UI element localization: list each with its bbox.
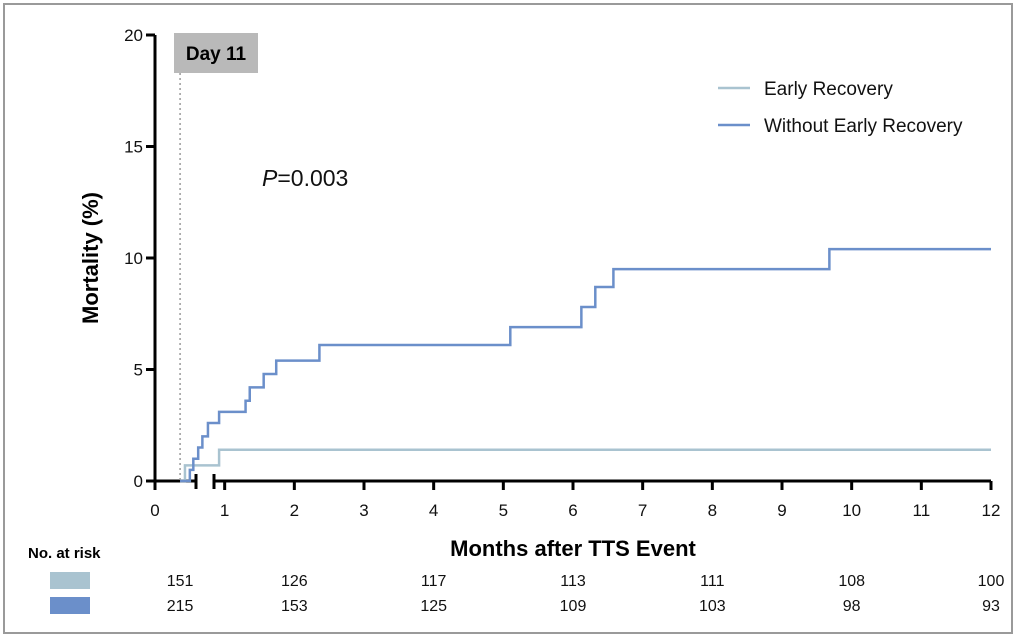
chart-frame [3,3,1013,634]
at-risk-value: 93 [982,598,1000,615]
x-tick-label: 8 [708,501,717,520]
x-ticks: 0 1 2 3 4 5 6 7 8 9 10 11 12 [150,481,1000,520]
at-risk-value: 108 [838,573,865,590]
at-risk-value: 98 [843,598,861,615]
y-ticks: 0 5 10 15 20 [124,26,155,491]
at-risk-title: No. at risk [28,545,101,562]
at-risk-table: 151 126 117 113 111 108 100 215 153 125 109 103 98 93 [50,572,1004,615]
y-tick-label: 5 [134,361,143,380]
legend-label-without-early-recovery: Without Early Recovery [764,116,963,137]
x-tick-label: 10 [842,501,861,520]
p-italic: P [262,165,278,191]
at-risk-value: 153 [281,598,308,615]
x-axis-title: Months after TTS Event [450,536,696,561]
x-tick-label: 3 [359,501,368,520]
y-tick-label: 10 [124,249,143,268]
x-tick-label: 7 [638,501,647,520]
at-risk-value: 125 [420,598,447,615]
y-axis-title: Mortality (%) [78,192,103,324]
at-risk-value: 151 [167,573,194,590]
at-risk-value: 100 [978,573,1005,590]
at-risk-value: 117 [421,573,447,590]
at-risk-value: 103 [699,598,726,615]
legend: Early Recovery Without Early Recovery [718,79,963,137]
x-tick-label: 2 [290,501,299,520]
series-line-without-early-recovery [180,247,991,483]
at-risk-value: 113 [560,573,586,590]
at-risk-value: 109 [560,598,587,615]
series-line-early-recovery [180,448,991,483]
at-risk-value: 126 [281,573,308,590]
y-tick-label: 15 [124,138,143,157]
x-tick-label: 11 [913,501,931,520]
y-tick-label: 0 [134,472,143,491]
at-risk-swatch [50,597,90,614]
at-risk-value: 111 [700,573,724,590]
x-tick-label: 0 [150,501,159,520]
x-tick-label: 5 [499,501,508,520]
day-11-label: Day 11 [186,44,247,65]
x-tick-label: 1 [220,501,229,520]
at-risk-swatch [50,572,90,589]
x-tick-label: 9 [777,501,786,520]
x-tick-label: 12 [982,501,1001,520]
at-risk-value: 215 [167,598,194,615]
p-value: =0.003 [277,165,348,191]
day-11-label-box [174,33,258,73]
x-tick-label: 6 [568,501,577,520]
x-tick-label: 4 [429,501,438,520]
legend-label-early-recovery: Early Recovery [764,79,893,100]
series-group [180,247,991,483]
axes [153,35,991,489]
p-value-annotation: P=0.003 [262,165,348,191]
y-tick-label: 20 [124,26,143,45]
